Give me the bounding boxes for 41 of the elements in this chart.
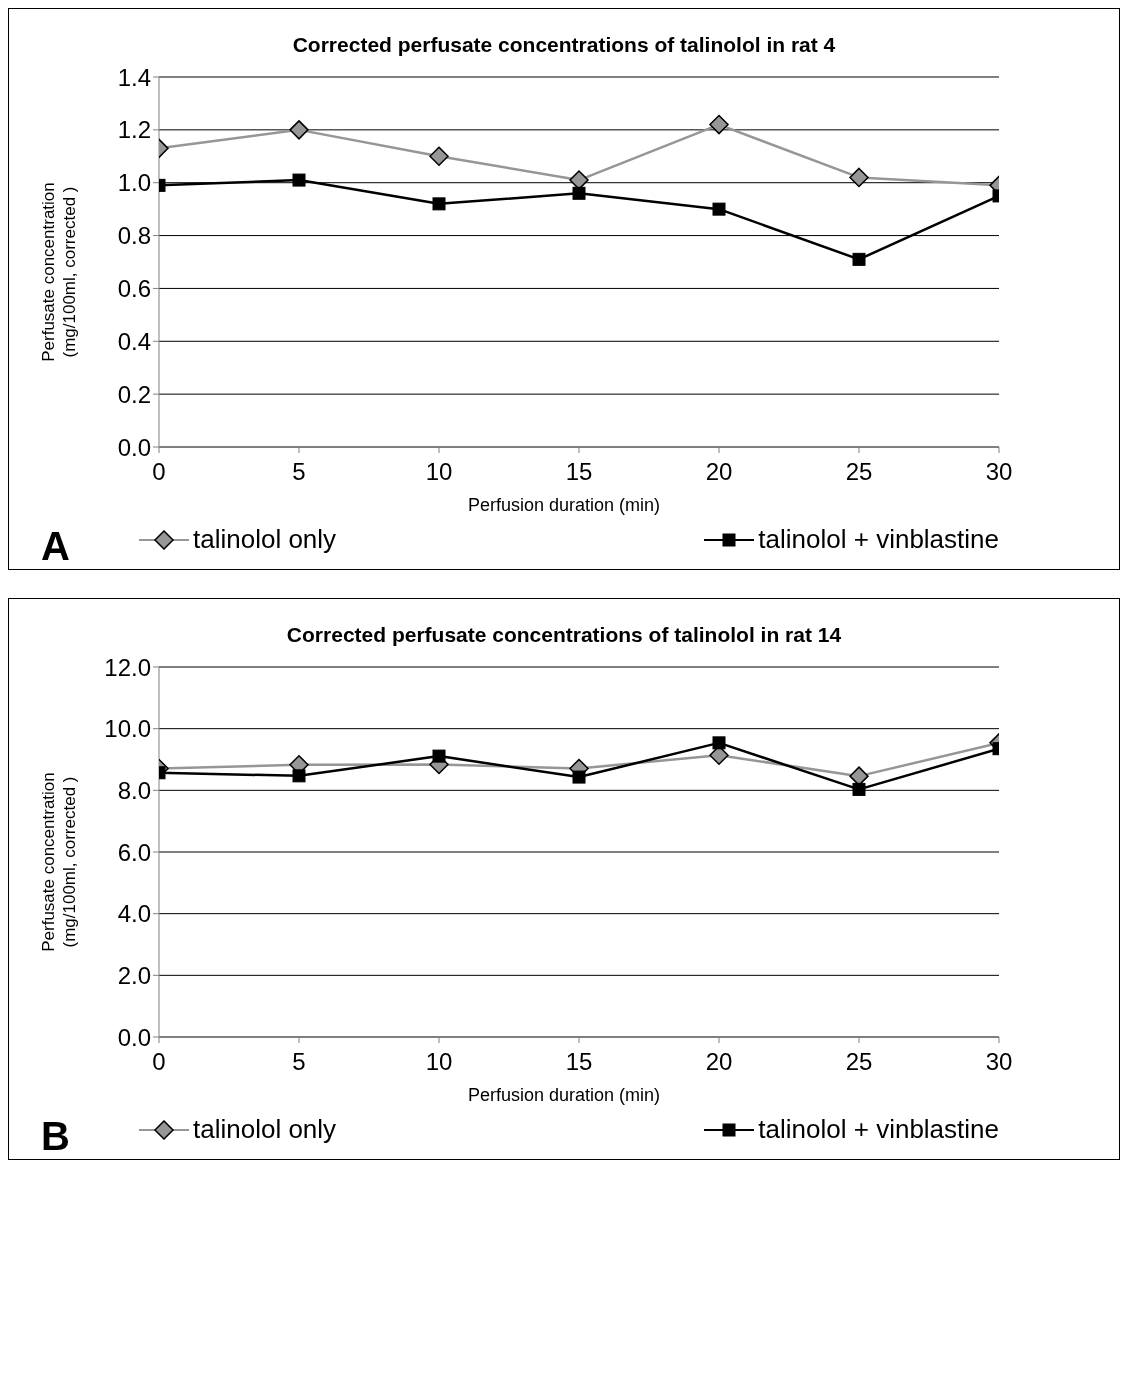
y-tick-label: 4.0 (117, 900, 151, 928)
legend-label: talinolol only (193, 1114, 337, 1145)
y-tick-label: 0.2 (117, 380, 151, 408)
x-axis-title: Perfusion duration (min) (466, 1085, 662, 1106)
x-tick-label: 15 (565, 458, 593, 486)
x-tick-label: 10 (425, 1048, 453, 1076)
chart-title: Corrected perfusate concentrations of talinolol in rat 14 (285, 623, 843, 647)
y-tick-label: 12.0 (104, 653, 151, 681)
y-tick-label: 0.6 (117, 274, 151, 302)
text: B (41, 1114, 70, 1159)
y-tick-label: 0.0 (117, 1023, 151, 1051)
x-tick-label: 5 (292, 1048, 306, 1076)
x-tick-label: 20 (705, 458, 733, 486)
text: A (41, 524, 70, 569)
y-tick-label: 1.0 (117, 169, 151, 197)
x-tick-label: 10 (425, 458, 453, 486)
y-tick-label: 1.4 (117, 63, 151, 91)
x-tick-label: 5 (292, 458, 306, 486)
x-axis-title: Perfusion duration (min) (466, 495, 662, 516)
x-tick-label: 0 (152, 1048, 166, 1076)
y-axis-title: Perfusate concentration (mg/100ml, corrected ) (38, 182, 80, 362)
y-tick-label: 0.0 (117, 433, 151, 461)
y-tick-label: 1.2 (117, 116, 151, 144)
y-tick-label: 8.0 (117, 776, 151, 804)
y-axis-title: Perfusate concentration (mg/100ml, corrected ) (38, 772, 80, 952)
y-tick-label: 6.0 (117, 838, 151, 866)
y-tick-label: 0.4 (117, 327, 151, 355)
x-tick-label: 25 (845, 458, 873, 486)
legend-label: talinolol + vinblastine (758, 524, 999, 555)
x-tick-label: 25 (845, 1048, 873, 1076)
y-tick-label: 10.0 (104, 715, 151, 743)
x-tick-label: 30 (985, 1048, 1013, 1076)
x-tick-label: 0 (152, 458, 166, 486)
x-tick-label: 15 (565, 1048, 593, 1076)
x-tick-label: 20 (705, 1048, 733, 1076)
legend-label: talinolol + vinblastine (758, 1114, 999, 1145)
chart-title: Corrected perfusate concentrations of talinolol in rat 4 (291, 33, 837, 57)
x-tick-label: 30 (985, 458, 1013, 486)
legend-label: talinolol only (193, 524, 337, 555)
y-tick-label: 0.8 (117, 222, 151, 250)
y-tick-label: 2.0 (117, 961, 151, 989)
